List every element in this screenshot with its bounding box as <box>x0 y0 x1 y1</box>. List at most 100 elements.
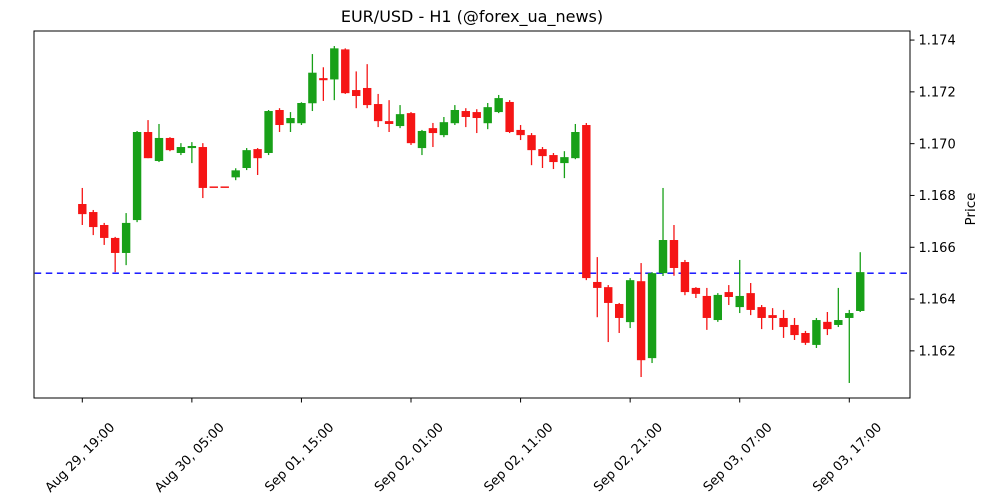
candle-body <box>78 204 87 215</box>
candle-14 <box>231 168 240 181</box>
candle-body <box>165 137 175 151</box>
chart-title: EUR/USD - H1 (@forex_ua_news) <box>340 7 604 26</box>
candle-body <box>768 315 777 318</box>
candle-24 <box>341 48 350 94</box>
candle-body <box>746 293 755 310</box>
candle-36 <box>472 109 481 134</box>
candle-60 <box>735 259 744 314</box>
candle-body <box>538 149 547 157</box>
x-tick-label: Sep 03, 07:00 <box>701 420 776 495</box>
candle-5 <box>132 130 142 223</box>
candle-56 <box>691 287 701 299</box>
candle-21 <box>308 54 317 112</box>
candle-body <box>702 295 712 318</box>
candle-body <box>680 262 690 293</box>
candle-58 <box>713 293 723 322</box>
candle-0 <box>78 187 87 225</box>
candle-42 <box>538 147 547 169</box>
candle-37 <box>483 103 492 130</box>
candle-31 <box>417 129 427 156</box>
candle-body <box>757 307 766 318</box>
candle-body <box>560 157 569 164</box>
candle-body <box>834 320 843 325</box>
candle-63 <box>768 308 777 330</box>
candle-41 <box>527 133 536 166</box>
y-axis-ticks: 1.174 1.172 1.170 1.168 1.166 1.164 1.162 <box>910 34 956 359</box>
x-tick-label: Sep 02, 01:00 <box>372 420 447 495</box>
candle-body <box>593 281 602 288</box>
candle-body <box>812 320 821 345</box>
candle-25 <box>352 71 361 109</box>
candle-61 <box>746 283 755 316</box>
candle-body <box>494 98 503 113</box>
candle-body <box>428 128 438 134</box>
candle-body <box>779 317 788 328</box>
candle-body <box>187 145 197 149</box>
candle-body <box>439 122 449 136</box>
candle-body <box>845 313 854 318</box>
candle-38 <box>494 94 503 114</box>
candle-body <box>275 109 284 126</box>
candle-50 <box>625 278 635 329</box>
candle-51 <box>636 263 646 378</box>
candle-39 <box>505 100 514 134</box>
candle-71 <box>856 252 865 313</box>
candle-body <box>308 72 317 104</box>
candle-body <box>472 112 481 119</box>
candle-body <box>636 281 646 361</box>
candle-body <box>341 49 350 94</box>
candle-body <box>461 111 470 117</box>
candle-body <box>823 321 832 330</box>
y-tick-label: 1.172 <box>919 85 956 100</box>
candle-8 <box>165 137 175 152</box>
candle-body <box>198 147 208 188</box>
candle-15 <box>242 148 251 171</box>
candle-9 <box>176 143 186 156</box>
candle-20 <box>297 102 306 126</box>
candle-body <box>790 324 799 336</box>
candle-body <box>264 111 273 153</box>
candle-32 <box>428 122 438 148</box>
candle-body <box>352 90 361 97</box>
candle-body <box>724 292 733 297</box>
x-tick-label: Sep 02, 21:00 <box>591 420 666 495</box>
candle-body <box>625 280 635 323</box>
candle-26 <box>362 64 372 109</box>
candle-body <box>330 48 339 80</box>
candle-body <box>319 78 328 81</box>
candle-body <box>121 222 131 253</box>
candle-57 <box>702 287 712 330</box>
candle-23 <box>330 46 339 101</box>
candle-body <box>176 147 186 153</box>
candle-body <box>231 170 240 178</box>
x-tick-label: Sep 02, 11:00 <box>482 420 557 495</box>
x-tick-label: Sep 01, 15:00 <box>262 420 337 495</box>
candle-2 <box>100 222 109 245</box>
candle-16 <box>253 148 262 176</box>
candle-46 <box>582 122 591 281</box>
candle-48 <box>604 285 613 343</box>
candle-10 <box>187 142 197 164</box>
candle-body <box>450 109 460 124</box>
candle-body <box>527 135 536 151</box>
candle-65 <box>790 317 799 340</box>
candle-body <box>373 104 383 122</box>
candle-body <box>297 103 306 124</box>
candle-body <box>110 237 120 253</box>
y-tick-label: 1.170 <box>919 137 956 152</box>
candle-28 <box>384 100 394 133</box>
candle-body <box>735 295 744 308</box>
candle-67 <box>812 317 821 349</box>
candle-body <box>286 118 295 124</box>
candle-body <box>362 87 372 106</box>
candle-body <box>647 273 657 359</box>
y-tick-label: 1.168 <box>919 189 956 204</box>
candle-body <box>417 130 427 149</box>
candle-body <box>395 114 405 127</box>
candle-55 <box>680 259 690 296</box>
x-tick-label: Aug 30, 05:00 <box>152 420 228 496</box>
candle-45 <box>571 123 580 160</box>
candle-body <box>154 137 164 162</box>
candle-70 <box>845 309 854 383</box>
